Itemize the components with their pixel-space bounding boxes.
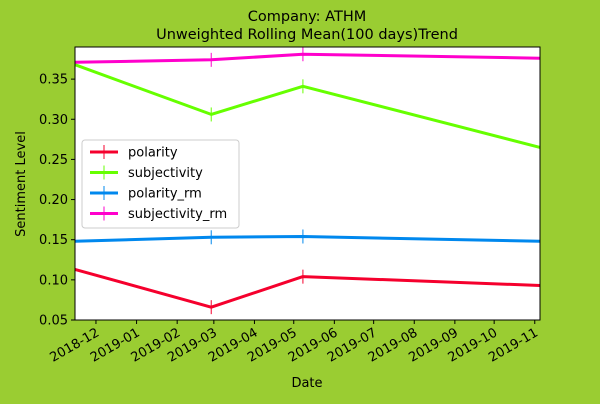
y-axis-label: Sentiment Level	[14, 131, 29, 237]
legend-box	[81, 139, 240, 229]
y-tick-label: 0.30	[39, 113, 68, 128]
y-tick-label: 0.15	[39, 233, 68, 248]
x-axis-label: Date	[291, 376, 322, 391]
chart-title-line1: Company: ATHM	[248, 9, 367, 25]
series-line-subjectivity_rm	[74, 52, 541, 64]
series-line-polarity	[74, 267, 541, 309]
legend-label-polarity: polarity	[128, 146, 178, 161]
y-tick-label: 0.05	[39, 314, 68, 329]
legend: polarity subjectivity polarity_rm subjectiv…	[81, 139, 240, 229]
chart-title-line2: Unweighted Rolling Mean(100 days)Trend	[156, 27, 458, 43]
legend-label-subjectivity: subjectivity	[128, 166, 203, 181]
series-layer	[74, 47, 541, 315]
y-tick-label: 0.20	[39, 193, 68, 208]
y-tick-label: 0.10	[39, 273, 68, 288]
series-line-polarity_rm	[74, 235, 541, 243]
series-line-subjectivity	[74, 63, 541, 149]
legend-label-polarity_rm: polarity_rm	[128, 187, 202, 202]
legend-label-subjectivity_rm: subjectivity_rm	[128, 207, 227, 222]
axes-frame	[74, 46, 541, 321]
y-tick-label: 0.35	[39, 73, 68, 88]
y-tick-label: 0.25	[39, 153, 68, 168]
